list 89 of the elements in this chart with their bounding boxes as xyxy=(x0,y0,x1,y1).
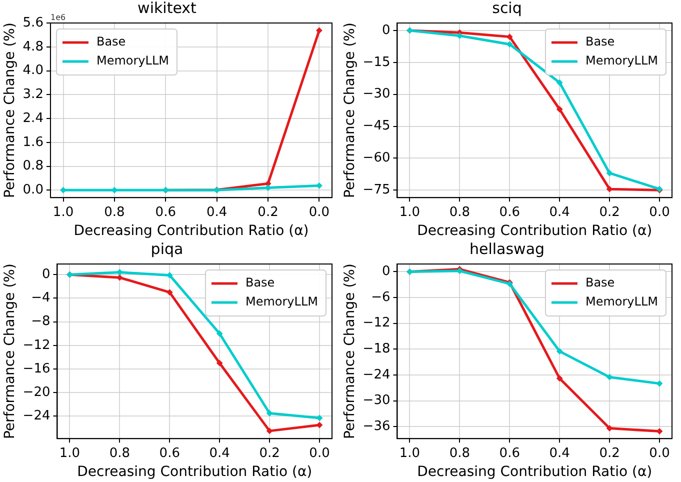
y-tick-label: −16 xyxy=(22,361,50,376)
x-tick-label: 0.2 xyxy=(258,204,278,220)
x-tick-label: 0.0 xyxy=(649,446,670,461)
x-tick-label: 0.6 xyxy=(499,204,520,220)
y-axis-title: Performance Change (%) xyxy=(342,264,358,440)
point xyxy=(216,360,223,366)
legend-label: MemoryLLM xyxy=(96,54,170,68)
y-tick-label: −20 xyxy=(22,384,50,400)
y-tick-label: −36 xyxy=(362,418,390,434)
y-tick-label: −24 xyxy=(362,367,390,382)
x-tick-label: 1.0 xyxy=(399,204,420,220)
x-axis-title: Decreasing Contribution Ratio (α) xyxy=(77,464,312,480)
x-tick-label: 0.0 xyxy=(309,446,330,461)
y-tick-label: −12 xyxy=(362,316,390,331)
y-tick-label: 2.4 xyxy=(22,110,44,126)
point xyxy=(316,422,323,428)
point xyxy=(656,380,663,387)
x-tick-label: 0.8 xyxy=(449,204,470,220)
x-tick-label: 0.2 xyxy=(259,446,280,461)
chart-title: sciq xyxy=(492,0,522,17)
x-tick-label: 0.4 xyxy=(549,204,570,220)
y-tick-label: −4 xyxy=(31,290,50,306)
y-tick-label: −30 xyxy=(362,86,390,102)
legend-label: Base xyxy=(585,276,615,290)
point xyxy=(316,414,323,421)
y-tick-label: 0.0 xyxy=(22,182,44,198)
point xyxy=(556,348,563,354)
legend-label: Base xyxy=(245,276,275,290)
point xyxy=(316,27,322,34)
chart-title: wikitext xyxy=(138,0,197,17)
x-tick-label: 0.6 xyxy=(499,446,520,461)
legend-label: MemoryLLM xyxy=(245,294,318,309)
y-tick-label: 0 xyxy=(42,266,50,282)
y-tick-label: −6 xyxy=(371,290,390,305)
y-tick-label: 4.8 xyxy=(22,39,44,54)
x-tick-label: 0.4 xyxy=(206,204,228,220)
x-tick-label: 0.0 xyxy=(308,204,330,220)
x-tick-label: 1.0 xyxy=(399,446,420,461)
y-axis-title: Performance Change (%) xyxy=(2,22,18,198)
chart-title: piqa xyxy=(150,240,184,258)
legend-label: MemoryLLM xyxy=(585,54,658,68)
y-tick-label: 5.6 xyxy=(22,15,44,30)
point xyxy=(606,170,613,176)
point xyxy=(556,106,563,112)
legend-label: Base xyxy=(585,34,615,49)
y-axis-title: Performance Change (%) xyxy=(342,22,358,198)
x-axis-title: Decreasing Contribution Ratio (α) xyxy=(74,223,309,240)
y-tick-label: −12 xyxy=(22,338,50,353)
x-tick-label: 0.6 xyxy=(155,204,176,220)
point xyxy=(506,41,513,48)
text: 1e6 xyxy=(50,13,66,22)
y-tick-label: −45 xyxy=(362,118,390,134)
x-tick-label: 0.4 xyxy=(209,446,230,461)
x-tick-label: 0.0 xyxy=(649,204,670,220)
point xyxy=(506,34,513,40)
point xyxy=(166,289,173,296)
point xyxy=(656,428,663,434)
y-tick-label: −24 xyxy=(22,408,50,424)
y-tick-label: 3.2 xyxy=(22,87,44,102)
x-tick-label: 0.8 xyxy=(104,204,125,220)
y-tick-label: −15 xyxy=(362,54,390,70)
point xyxy=(166,272,173,278)
x-tick-label: 1.0 xyxy=(52,204,74,220)
chart-title: hellaswag xyxy=(469,240,545,258)
x-tick-label: 0.8 xyxy=(109,446,130,461)
x-tick-label: 1.0 xyxy=(59,446,80,461)
y-tick-label: −60 xyxy=(362,150,390,166)
point xyxy=(216,330,223,337)
x-axis-title: Decreasing Contribution Ratio (α) xyxy=(417,464,652,480)
y-tick-label: 4.0 xyxy=(22,63,44,78)
x-tick-label: 0.8 xyxy=(449,446,470,461)
x-tick-label: 0.6 xyxy=(159,446,180,461)
y-tick-label: −30 xyxy=(362,393,390,408)
legend-label: MemoryLLM xyxy=(585,294,658,309)
x-tick-label: 0.4 xyxy=(549,446,570,461)
y-tick-label: −18 xyxy=(362,342,390,357)
legend-label: Base xyxy=(96,34,126,49)
y-tick-label: 0.8 xyxy=(22,158,44,174)
y-axis-title: Performance Change (%) xyxy=(2,264,18,440)
x-tick-label: 0.2 xyxy=(599,204,620,220)
x-tick-label: 0.2 xyxy=(599,446,620,461)
y-tick-label: 1.6 xyxy=(22,134,44,150)
y-tick-label: 0 xyxy=(382,22,390,38)
point xyxy=(556,375,563,382)
x-axis-title: Decreasing Contribution Ratio (α) xyxy=(417,223,652,240)
y-tick-label: −8 xyxy=(31,314,50,330)
point xyxy=(556,80,563,86)
y-tick-label: −75 xyxy=(362,182,390,198)
y-tick-label: 0 xyxy=(382,264,390,280)
